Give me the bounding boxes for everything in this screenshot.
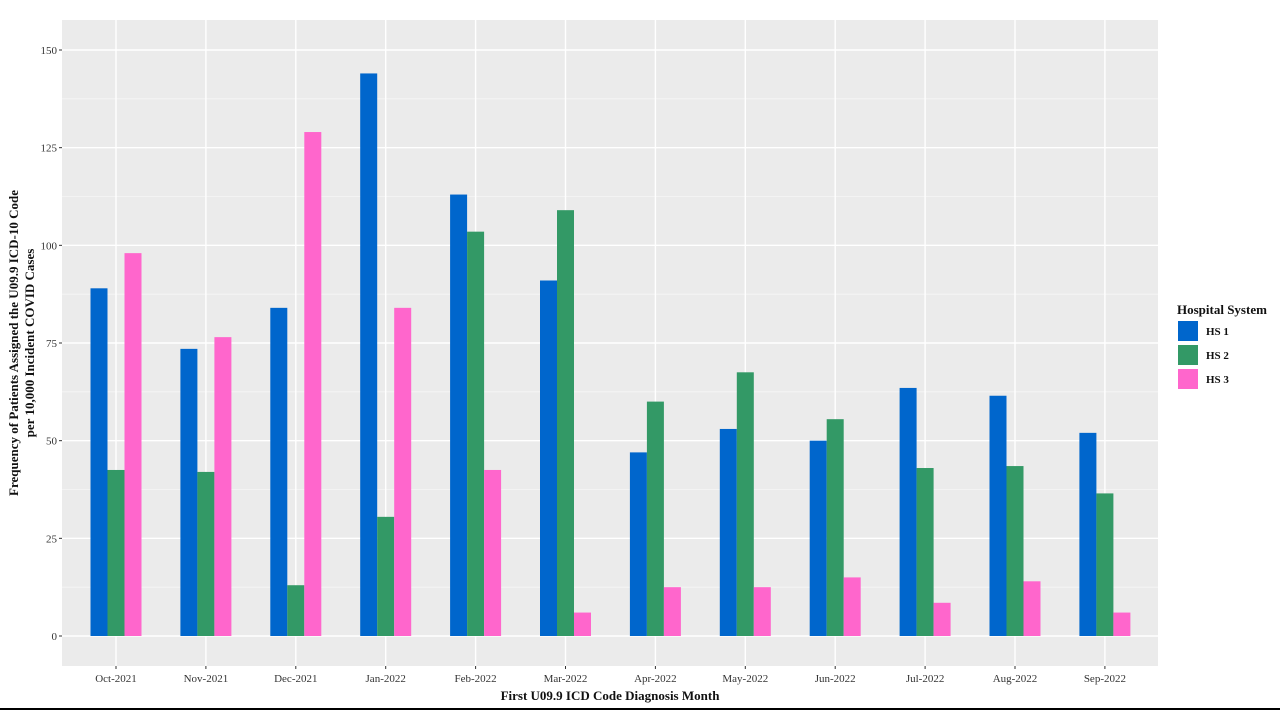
bar-hs1 (180, 348, 198, 636)
x-tick-label: Jul-2022 (906, 673, 945, 685)
legend-swatch (1178, 369, 1198, 389)
y-tick-label: 150 (41, 45, 58, 57)
x-tick-label: Nov-2021 (184, 673, 229, 685)
bar-hs3 (843, 577, 861, 636)
bar-hs3 (663, 587, 681, 636)
y-tick-label: 0 (52, 631, 58, 643)
bar-hs1 (629, 452, 647, 636)
bar-hs3 (933, 602, 951, 636)
bar-hs1 (90, 288, 108, 636)
bar-hs2 (377, 516, 395, 636)
y-tick-label: 125 (41, 143, 58, 155)
x-axis-title: First U09.9 ICD Code Diagnosis Month (501, 688, 721, 703)
bar-hs3 (214, 337, 232, 636)
bar-hs1 (450, 194, 468, 636)
legend-swatch (1178, 345, 1198, 365)
y-tick-label: 100 (41, 240, 58, 252)
legend-swatch (1178, 321, 1198, 341)
bottom-divider (0, 708, 1280, 710)
x-tick-label: Apr-2022 (634, 673, 677, 685)
bar-hs3 (484, 469, 502, 636)
x-tick-label: Sep-2022 (1084, 673, 1126, 685)
x-tick-label: Jan-2022 (366, 673, 406, 685)
y-tick-label: 50 (46, 436, 58, 448)
bar-hs2 (916, 468, 934, 636)
y-axis: 0 25 50 75 100 125 150 (41, 45, 62, 643)
y-axis-title-line-1: Frequency of Patients Assigned the U09.9… (6, 190, 21, 496)
legend-label: HS 2 (1206, 350, 1229, 362)
bar-hs2 (107, 469, 125, 636)
y-tick-label: 25 (46, 533, 58, 545)
x-tick-label: Dec-2021 (274, 673, 317, 685)
y-axis-title-line-2: per 10,000 Incident COVID Cases (22, 249, 37, 438)
bar-hs1 (1079, 432, 1097, 636)
x-tick-label: May-2022 (722, 673, 768, 685)
bar-hs1 (719, 428, 737, 636)
legend-title: Hospital System (1177, 302, 1267, 317)
bar-hs1 (540, 280, 557, 636)
bar-hs3 (124, 253, 142, 636)
bar-hs1 (270, 307, 288, 636)
bar-hs3 (304, 132, 322, 637)
bar-hs2 (467, 231, 485, 636)
bar-hs2 (287, 585, 305, 636)
bars (90, 73, 1131, 637)
bar-hs1 (809, 440, 827, 636)
y-tick-label: 75 (46, 338, 58, 350)
bar-hs1 (899, 387, 917, 636)
bar-hs2 (197, 471, 215, 636)
bar-hs2 (1096, 493, 1114, 636)
x-tick-label: Mar-2022 (544, 673, 588, 685)
bar-hs1 (989, 395, 1007, 636)
legend-label: HS 3 (1206, 374, 1229, 386)
bar-hs2 (736, 372, 754, 636)
x-tick-label: Oct-2021 (95, 673, 137, 685)
x-tick-label: Aug-2022 (993, 673, 1038, 685)
bar-hs2 (646, 401, 664, 636)
bar-hs2 (1006, 466, 1024, 636)
bar-hs3 (394, 307, 412, 636)
bar-hs3 (574, 612, 591, 636)
x-axis: Oct-2021 Nov-2021 Dec-2021 Jan-2022 Feb-2022… (95, 666, 1126, 685)
bar-hs2 (557, 210, 574, 636)
legend: Hospital System HS 1 HS 2 HS 3 (1177, 302, 1267, 389)
bar-hs3 (1113, 612, 1131, 636)
bar-hs2 (826, 419, 844, 636)
bar-hs1 (360, 73, 378, 636)
bar-hs3 (1023, 581, 1041, 636)
legend-label: HS 1 (1206, 326, 1229, 338)
bar-hs3 (753, 587, 771, 636)
x-tick-label: Feb-2022 (455, 673, 497, 685)
x-tick-label: Jun-2022 (815, 673, 856, 685)
